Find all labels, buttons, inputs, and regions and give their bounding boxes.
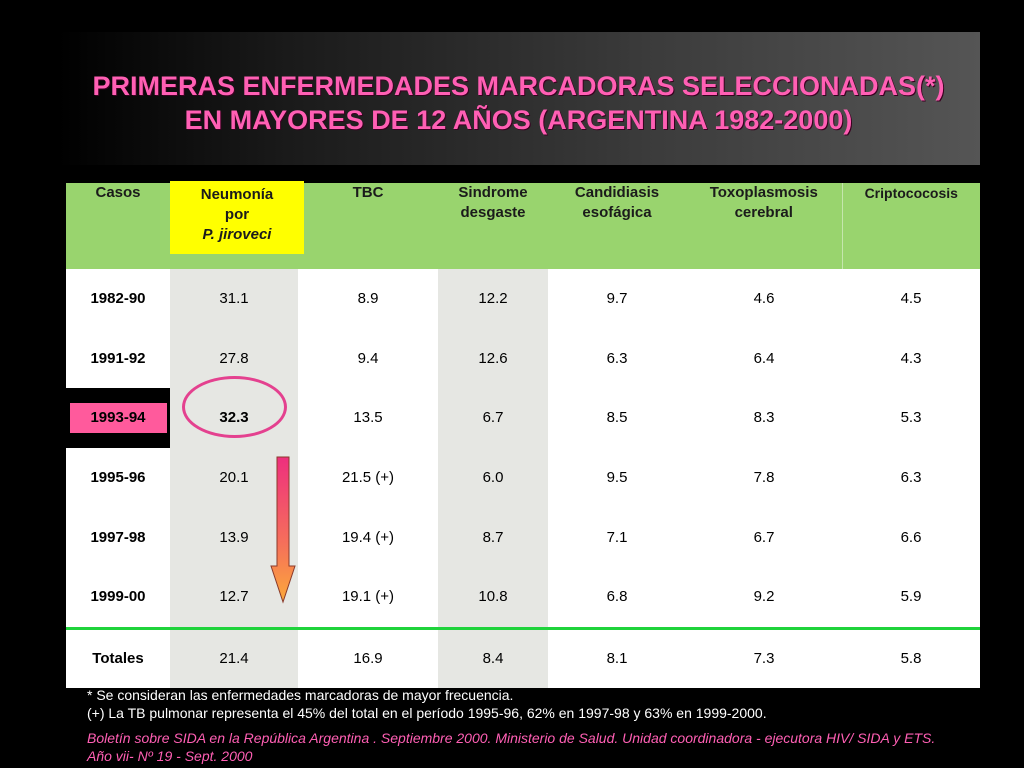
- candidiasis-cell: 8.5: [548, 388, 686, 448]
- source-citation: Boletín sobre SIDA en la República Argen…: [87, 729, 987, 765]
- sindrome-total: 8.4: [438, 626, 548, 688]
- header-neumonia-line-1: Neumonía: [200, 186, 274, 203]
- slide-title-line-1: PRIMERAS ENFERMEDADES MARCADORAS SELECCI…: [92, 71, 945, 101]
- neumonia-total: 21.4: [170, 626, 298, 688]
- table-row: 1999-00 12.7 19.1 (+) 10.8 6.8 9.2 5.9: [66, 566, 980, 629]
- table-row: 1995-96 20.1 21.5 (+) 6.0 9.5 7.8 6.3: [66, 447, 980, 508]
- table-row: 1991-92 27.8 9.4 12.6 6.3 6.4 4.3: [66, 328, 980, 389]
- toxoplasmosis-cell: 7.8: [686, 447, 842, 508]
- tbc-cell: 21.5 (+): [298, 447, 438, 508]
- header-sindrome-line-2: desgaste: [460, 204, 526, 221]
- toxoplasmosis-cell: 9.2: [686, 566, 842, 629]
- criptococosis-total: 5.8: [842, 626, 980, 688]
- header-candidiasis-line-1: Candidiasis: [574, 184, 660, 201]
- sindrome-cell: 12.6: [438, 328, 548, 389]
- neumonia-cell: 12.7: [170, 566, 298, 629]
- criptococosis-cell: 5.3: [842, 388, 980, 448]
- period-cell: 1999-00: [66, 566, 170, 629]
- period-cell: 1991-92: [66, 328, 170, 389]
- sindrome-cell: 8.7: [438, 507, 548, 567]
- title-banner: PRIMERAS ENFERMEDADES MARCADORAS SELECCI…: [57, 32, 980, 165]
- totals-label: Totales: [66, 626, 170, 688]
- candidiasis-cell: 7.1: [548, 507, 686, 567]
- criptococosis-cell: 5.9: [842, 566, 980, 629]
- header-casos: Casos: [66, 183, 170, 269]
- toxoplasmosis-cell: 6.4: [686, 328, 842, 389]
- header-tbc: TBC: [298, 183, 438, 269]
- header-candidiasis: Candidiasis esofágica: [548, 183, 686, 269]
- criptococosis-cell: 4.3: [842, 328, 980, 389]
- header-neumonia: Neumonía por P. jiroveci: [170, 181, 304, 269]
- tbc-cell: 9.4: [298, 328, 438, 389]
- toxoplasmosis-cell: 6.7: [686, 507, 842, 567]
- header-candidiasis-line-2: esofágica: [582, 204, 652, 221]
- period-cell-highlighted: 1993-94: [66, 388, 170, 448]
- neumonia-cell: 31.1: [170, 269, 298, 329]
- header-sindrome-line-1: Sindrome: [458, 184, 528, 201]
- period-highlight-badge: 1993-94: [69, 402, 167, 433]
- neumonia-highlight: Neumonía por P. jiroveci: [170, 181, 304, 254]
- header-sindrome: Sindrome desgaste: [438, 183, 548, 269]
- footnotes: * Se consideran las enfermedades marcado…: [87, 686, 987, 722]
- toxoplasmosis-total: 7.3: [686, 626, 842, 688]
- candidiasis-cell: 9.7: [548, 269, 686, 329]
- header-neumonia-line-3: P. jiroveci: [202, 226, 272, 243]
- tbc-cell: 19.1 (+): [298, 566, 438, 629]
- totals-row: Totales 21.4 16.9 8.4 8.1 7.3 5.8: [66, 626, 980, 688]
- candidiasis-cell: 9.5: [548, 447, 686, 508]
- header-row: Casos Neumonía por P. jiroveci TBC Sindr…: [66, 181, 980, 269]
- sindrome-cell: 10.8: [438, 566, 548, 629]
- candidiasis-cell: 6.8: [548, 566, 686, 629]
- criptococosis-cell: 6.3: [842, 447, 980, 508]
- footnote-plus: (+) La TB pulmonar representa el 45% del…: [87, 705, 767, 721]
- down-arrow-icon: [270, 456, 296, 604]
- tbc-cell: 13.5: [298, 388, 438, 448]
- header-neumonia-line-2: por: [224, 206, 250, 223]
- period-cell: 1997-98: [66, 507, 170, 567]
- peak-value-circle: [182, 376, 287, 438]
- toxoplasmosis-cell: 4.6: [686, 269, 842, 329]
- criptococosis-cell: 4.5: [842, 269, 980, 329]
- sindrome-cell: 6.7: [438, 388, 548, 448]
- data-table: Casos Neumonía por P. jiroveci TBC Sindr…: [66, 181, 980, 688]
- header-toxo-line-2: cerebral: [734, 204, 793, 221]
- header-toxoplasmosis: Toxoplasmosis cerebral: [686, 183, 843, 269]
- slide-title-line-2: EN MAYORES DE 12 AÑOS (ARGENTINA 1982-20…: [184, 105, 853, 135]
- period-cell: 1995-96: [66, 447, 170, 508]
- toxoplasmosis-cell: 8.3: [686, 388, 842, 448]
- sindrome-cell: 12.2: [438, 269, 548, 329]
- tbc-total: 16.9: [298, 626, 438, 688]
- footnote-asterisk: * Se consideran las enfermedades marcado…: [87, 687, 514, 703]
- sindrome-cell: 6.0: [438, 447, 548, 508]
- source-line-2: Año vii- Nº 19 - Sept. 2000: [87, 748, 253, 764]
- period-cell: 1982-90: [66, 269, 170, 329]
- source-line-1: Boletín sobre SIDA en la República Argen…: [87, 730, 936, 746]
- criptococosis-cell: 6.6: [842, 507, 980, 567]
- table-row: 1997-98 13.9 19.4 (+) 8.7 7.1 6.7 6.6: [66, 507, 980, 567]
- header-criptococosis: Criptococosis: [842, 183, 980, 269]
- header-toxo-line-1: Toxoplasmosis: [709, 184, 818, 201]
- candidiasis-total: 8.1: [548, 626, 686, 688]
- tbc-cell: 8.9: [298, 269, 438, 329]
- table-row: 1982-90 31.1 8.9 12.2 9.7 4.6 4.5: [66, 269, 980, 329]
- tbc-cell: 19.4 (+): [298, 507, 438, 567]
- candidiasis-cell: 6.3: [548, 328, 686, 389]
